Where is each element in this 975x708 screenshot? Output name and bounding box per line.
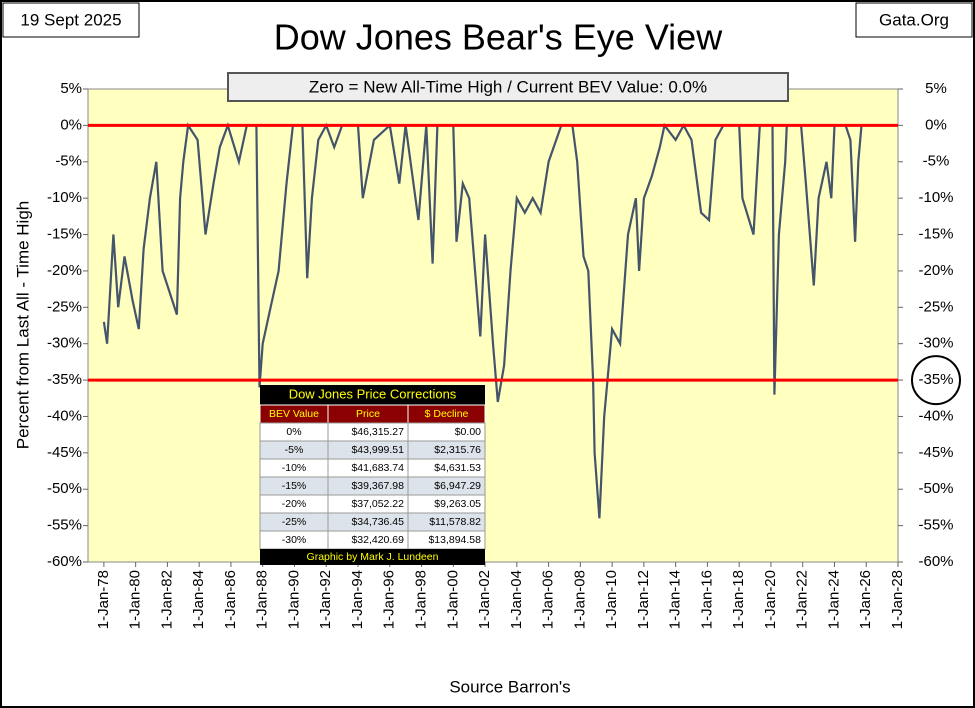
- y-tick-label: -20%: [47, 262, 82, 279]
- x-tick-label: 1-Jan-24: [825, 570, 842, 629]
- subtitle: Zero = New All-Time High / Current BEV V…: [309, 77, 707, 96]
- y2-tick-label: -10%: [918, 189, 953, 206]
- x-tick-label: 1-Jan-80: [127, 570, 144, 629]
- x-tick-label: 1-Jan-14: [667, 570, 684, 629]
- y-tick-label: -55%: [47, 517, 82, 534]
- y2-tick-label: -25%: [918, 298, 953, 315]
- highlight-circle: [911, 355, 961, 406]
- x-tick-label: 1-Jan-20: [762, 570, 779, 629]
- x-tick-label: 1-Jan-82: [158, 570, 175, 629]
- site-box: [855, 2, 973, 38]
- table-cell-text: -30%: [282, 534, 307, 546]
- table-cell-text: $34,736.45: [351, 516, 404, 528]
- table-cell-text: $6,947.29: [434, 480, 481, 492]
- y-tick-label: -35%: [47, 371, 82, 388]
- y2-tick-label: -40%: [918, 407, 953, 424]
- x-tick-label: 1-Jan-04: [508, 570, 525, 629]
- date-box: [2, 2, 140, 38]
- table-cell-text: $13,894.58: [428, 534, 481, 546]
- table-header: BEV Value: [269, 408, 319, 420]
- x-tick-label: 1-Jan-28: [889, 570, 906, 629]
- table-header: Price: [356, 408, 380, 420]
- table-cell-text: $9,263.05: [434, 498, 481, 510]
- table-cell-text: $41,683.74: [351, 462, 404, 474]
- plot-area: [87, 88, 899, 563]
- x-axis-label: Source Barron's: [449, 677, 570, 696]
- x-tick-label: 1-Jan-08: [571, 570, 588, 629]
- y-tick-label: -5%: [55, 153, 82, 170]
- table-cell-text: -15%: [282, 480, 307, 492]
- y2-tick-label: -55%: [918, 517, 953, 534]
- y-axis-label: Percent from Last All - Time High: [13, 201, 32, 449]
- y-tick-label: -15%: [47, 226, 82, 243]
- y-tick-label: -45%: [47, 444, 82, 461]
- y-tick-label: -25%: [47, 298, 82, 315]
- table-footer: Graphic by Mark J. Lundeen: [307, 551, 439, 563]
- table-cell-text: -5%: [285, 444, 304, 456]
- y-tick-label: 5%: [60, 80, 82, 97]
- table-cell-text: $11,578.82: [429, 516, 481, 528]
- table-cell-text: -25%: [282, 516, 307, 528]
- date-label: 19 Sept 2025: [20, 10, 121, 29]
- table-cell-text: $46,315.27: [351, 426, 404, 438]
- chart-title: Dow Jones Bear's Eye View: [274, 17, 723, 58]
- x-tick-label: 1-Jan-12: [635, 570, 652, 629]
- x-tick-label: 1-Jan-16: [698, 570, 715, 629]
- y-tick-label: 0%: [60, 116, 82, 133]
- y-tick-label: -50%: [47, 480, 82, 497]
- y-tick-label: -60%: [47, 553, 82, 570]
- table-footer-bg: [260, 549, 485, 565]
- x-tick-label: 1-Jan-06: [540, 570, 557, 629]
- x-tick-label: 1-Jan-96: [381, 570, 398, 629]
- table-cell-text: -10%: [282, 462, 307, 474]
- table-cell-text: $39,367.98: [351, 480, 404, 492]
- table-header: $ Decline: [425, 408, 469, 420]
- x-tick-label: 1-Jan-10: [603, 570, 620, 629]
- table-cell-text: 0%: [286, 426, 301, 438]
- x-tick-label: 1-Jan-98: [412, 570, 429, 629]
- y-tick-label: -40%: [47, 407, 82, 424]
- table-cell-text: $0.00: [455, 426, 481, 438]
- x-tick-label: 1-Jan-84: [190, 570, 207, 629]
- table-cell-text: $2,315.76: [434, 444, 481, 456]
- x-tick-label: 1-Jan-18: [730, 570, 747, 629]
- x-tick-label: 1-Jan-78: [95, 570, 112, 629]
- x-tick-label: 1-Jan-90: [285, 570, 302, 629]
- table-cell-text: $37,052.22: [351, 498, 404, 510]
- subtitle-box: [227, 72, 789, 102]
- y2-tick-label: 0%: [925, 116, 947, 133]
- y2-tick-label: -5%: [923, 153, 950, 170]
- site-label: Gata.Org: [879, 10, 949, 29]
- table-title-bg: [260, 385, 485, 405]
- x-tick-label: 1-Jan-26: [857, 570, 874, 629]
- y-tick-label: -30%: [47, 335, 82, 352]
- table-title: Dow Jones Price Corrections: [289, 386, 457, 401]
- y2-tick-label: 5%: [925, 80, 947, 97]
- table-cell-text: $4,631.53: [434, 462, 481, 474]
- y2-tick-label: -60%: [918, 553, 953, 570]
- x-tick-label: 1-Jan-22: [794, 570, 811, 629]
- x-tick-label: 1-Jan-92: [317, 570, 334, 629]
- table-cell-text: $32,420.69: [351, 534, 404, 546]
- x-tick-label: 1-Jan-94: [349, 570, 366, 629]
- y2-tick-label: -15%: [918, 226, 953, 243]
- table-cell-text: $43,999.51: [351, 444, 404, 456]
- y2-tick-label: -35%: [918, 371, 953, 388]
- y-tick-label: -10%: [47, 189, 82, 206]
- x-tick-label: 1-Jan-02: [476, 570, 493, 629]
- x-tick-label: 1-Jan-00: [444, 570, 461, 629]
- y2-tick-label: -30%: [918, 335, 953, 352]
- x-tick-label: 1-Jan-86: [222, 570, 239, 629]
- x-tick-label: 1-Jan-88: [254, 570, 271, 629]
- table-cell-text: -20%: [282, 498, 307, 510]
- y2-tick-label: -45%: [918, 444, 953, 461]
- y2-tick-label: -20%: [918, 262, 953, 279]
- y2-tick-label: -50%: [918, 480, 953, 497]
